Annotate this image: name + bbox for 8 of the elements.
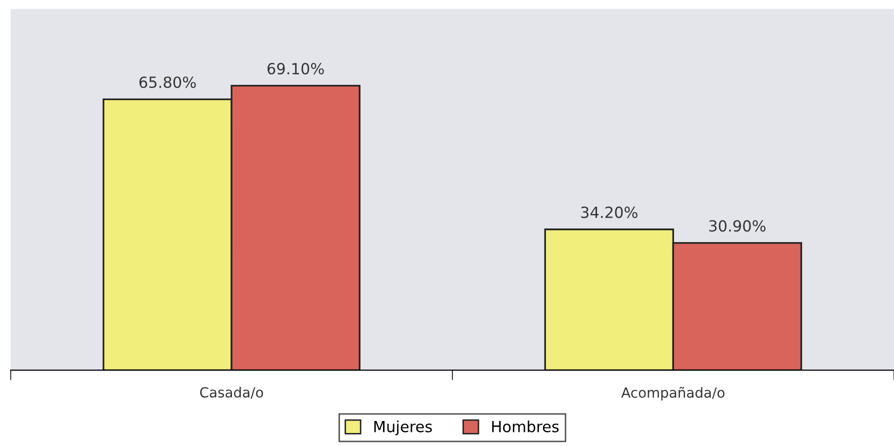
legend-label: Mujeres	[374, 420, 432, 436]
data-label: 30.90%	[709, 220, 766, 232]
data-label: 34.20%	[581, 206, 638, 218]
data-label: 65.80%	[139, 76, 196, 88]
x-tick-label: Acompañada/o	[621, 386, 724, 401]
data-label: 69.10%	[268, 62, 324, 74]
legend-label: Hombres	[492, 420, 559, 432]
x-tick-label: Casada/o	[200, 386, 264, 399]
